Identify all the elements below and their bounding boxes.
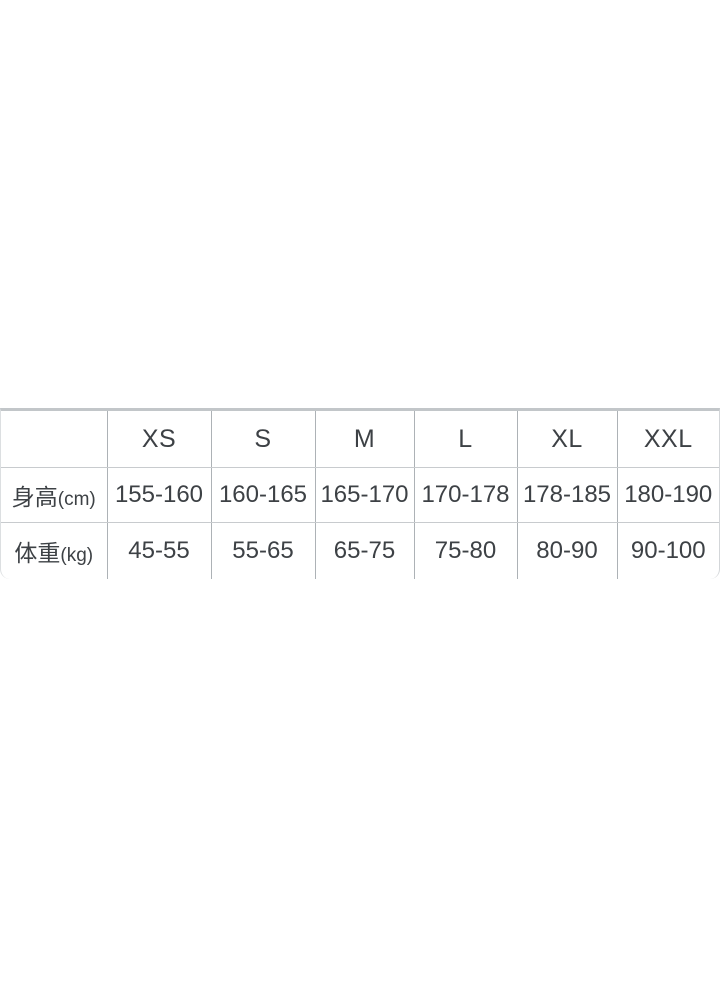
col-header-xxl: XXL xyxy=(616,411,719,468)
row-label-height: 身高(cm) xyxy=(1,467,107,523)
size-chart-table: XS S M L XL XXL 身高(cm) 155-160 160-165 1… xyxy=(0,408,720,579)
header-row: XS S M L XL XXL xyxy=(1,411,719,468)
height-xxl: 180-190 xyxy=(616,467,719,523)
col-header-s: S xyxy=(210,411,315,468)
row-label-weight: 体重(kg) xyxy=(1,523,107,579)
col-header-l: L xyxy=(413,411,517,468)
row-label-height-unit: (cm) xyxy=(57,489,96,510)
col-header-m: M xyxy=(314,411,414,468)
weight-xl: 80-90 xyxy=(516,522,617,579)
size-chart: XS S M L XL XXL 身高(cm) 155-160 160-165 1… xyxy=(1,411,719,579)
corner-cell xyxy=(1,411,107,468)
table-row-weight: 体重(kg) 45-55 55-65 65-75 75-80 80-90 90-… xyxy=(1,522,719,579)
weight-m: 65-75 xyxy=(314,522,414,579)
weight-xs: 45-55 xyxy=(106,522,211,579)
height-l: 170-178 xyxy=(413,467,517,523)
row-label-weight-text: 体重 xyxy=(14,539,61,566)
row-label-height-text: 身高 xyxy=(11,484,58,510)
weight-xxl: 90-100 xyxy=(616,522,719,579)
height-xs: 155-160 xyxy=(106,467,211,523)
row-label-weight-unit: (kg) xyxy=(60,544,94,566)
table-row-height: 身高(cm) 155-160 160-165 165-170 170-178 1… xyxy=(1,467,719,523)
weight-l: 75-80 xyxy=(413,522,517,579)
height-m: 165-170 xyxy=(314,467,414,523)
weight-s: 55-65 xyxy=(210,522,315,579)
col-header-xl: XL xyxy=(516,411,617,468)
height-xl: 178-185 xyxy=(516,467,617,523)
col-header-xs: XS xyxy=(106,411,211,468)
height-s: 160-165 xyxy=(210,467,315,523)
